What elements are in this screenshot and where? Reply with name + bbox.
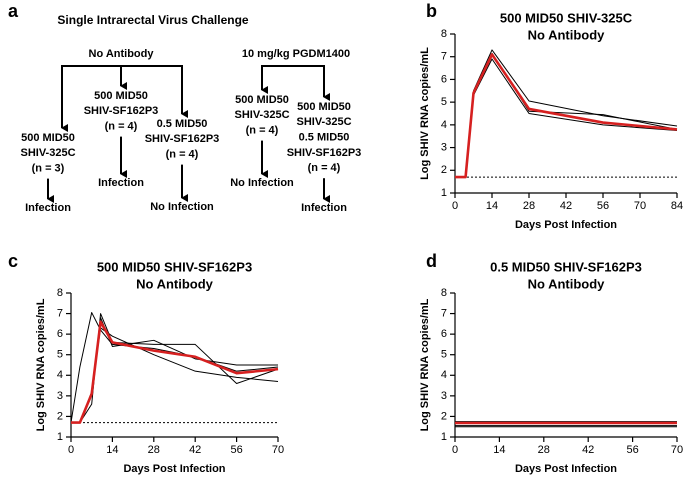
y-tick-label: 6 (441, 328, 447, 340)
chart-subtitle: No Antibody (528, 27, 606, 42)
x-tick-label: 70 (671, 444, 683, 456)
x-tick-label: 0 (68, 444, 74, 456)
y-tick-label: 3 (441, 141, 447, 153)
x-tick-label: 28 (538, 444, 550, 456)
y-tick-label: 2 (441, 164, 447, 176)
arm-text: (n = 4) (105, 121, 138, 133)
x-tick-label: 0 (452, 444, 458, 456)
arm-text: 500 MID50 (94, 90, 148, 102)
arm-text: 500 MID50 (235, 94, 289, 106)
arm-text: 0.5 MID50 (299, 132, 350, 144)
arm-text: 500 MID50 (297, 101, 351, 113)
y-tick-label: 8 (441, 28, 447, 40)
y-tick-label: 3 (441, 390, 447, 402)
x-axis-label: Days Post Infection (515, 463, 617, 475)
x-tick-label: 42 (560, 200, 572, 212)
x-tick-label: 56 (230, 444, 242, 456)
arm-text: SHIV-SF162P3 (145, 133, 220, 145)
y-tick-label: 5 (441, 96, 447, 108)
x-axis-label: Days Post Infection (123, 463, 225, 475)
group-label: 10 mg/kg PGDM1400 (242, 48, 350, 60)
arm-text: 500 MID50 (21, 132, 75, 144)
arm-text: (n = 4) (246, 125, 279, 137)
y-tick-label: 1 (441, 431, 447, 443)
outcome: Infection (98, 177, 144, 189)
arm-text: (n = 4) (166, 149, 199, 161)
series-line (71, 320, 279, 424)
y-tick-label: 4 (57, 369, 63, 381)
series-line (71, 313, 279, 424)
x-tick-label: 70 (272, 444, 284, 456)
y-tick-label: 8 (441, 287, 447, 299)
y-tick-label: 2 (441, 410, 447, 422)
y-tick-label: 8 (57, 287, 63, 299)
y-tick-label: 7 (441, 307, 447, 319)
arm-text: (n = 4) (308, 162, 341, 174)
x-tick-label: 0 (452, 200, 458, 212)
arm-text: SHIV-325C (296, 116, 351, 128)
y-tick-label: 5 (57, 349, 63, 361)
x-tick-label: 14 (493, 444, 505, 456)
panel-label: c (8, 251, 18, 271)
y-tick-label: 6 (441, 73, 447, 85)
y-tick-label: 6 (57, 328, 63, 340)
y-tick-label: 2 (57, 410, 63, 422)
y-tick-label: 5 (441, 349, 447, 361)
x-tick-label: 14 (106, 444, 118, 456)
outcome: No Infection (150, 201, 214, 213)
x-tick-label: 28 (148, 444, 160, 456)
diagram-title: Single Intrarectal Virus Challenge (57, 13, 249, 27)
chart-title: 500 MID50 SHIV-325C (500, 10, 633, 25)
chart-title: 500 MID50 SHIV-SF162P3 (97, 259, 252, 274)
panel-label: b (426, 1, 437, 21)
y-axis-label: Log SHIV RNA copies/mL (35, 298, 47, 431)
x-tick-label: 42 (189, 444, 201, 456)
y-tick-label: 4 (441, 369, 447, 381)
panel-label: d (426, 251, 437, 271)
panel-label: a (8, 1, 19, 21)
x-tick-label: 56 (626, 444, 638, 456)
y-axis-label: Log SHIV RNA copies/mL (419, 47, 431, 180)
y-tick-label: 1 (57, 431, 63, 443)
y-tick-label: 1 (441, 187, 447, 199)
x-axis-label: Days Post Infection (515, 219, 617, 231)
y-tick-label: 7 (57, 307, 63, 319)
x-tick-label: 70 (634, 200, 646, 212)
chart-title: 0.5 MID50 SHIV-SF162P3 (490, 259, 642, 274)
outcome: Infection (25, 202, 71, 214)
arm-text: SHIV-325C (234, 109, 289, 121)
y-axis-label: Log SHIV RNA copies/mL (419, 298, 431, 431)
x-tick-label: 28 (523, 200, 535, 212)
x-tick-label: 84 (671, 200, 683, 212)
chart-subtitle: No Antibody (136, 276, 214, 291)
x-tick-label: 14 (486, 200, 498, 212)
series-line (455, 49, 678, 178)
x-tick-label: 42 (582, 444, 594, 456)
y-tick-label: 4 (441, 119, 447, 131)
arm-text: 0.5 MID50 (157, 118, 208, 130)
arm-text: (n = 3) (32, 163, 65, 175)
arm-text: SHIV-SF162P3 (287, 147, 362, 159)
arm-text: SHIV-SF162P3 (84, 105, 159, 117)
outcome: Infection (301, 202, 347, 214)
chart-subtitle: No Antibody (528, 276, 606, 291)
x-tick-label: 56 (597, 200, 609, 212)
outcome: No Infection (230, 177, 294, 189)
group-label: No Antibody (89, 48, 155, 60)
series-line (455, 58, 678, 178)
y-tick-label: 7 (441, 51, 447, 63)
series-line (71, 327, 279, 424)
y-tick-label: 3 (57, 390, 63, 402)
arm-text: SHIV-325C (20, 147, 75, 159)
series-line (455, 53, 678, 179)
